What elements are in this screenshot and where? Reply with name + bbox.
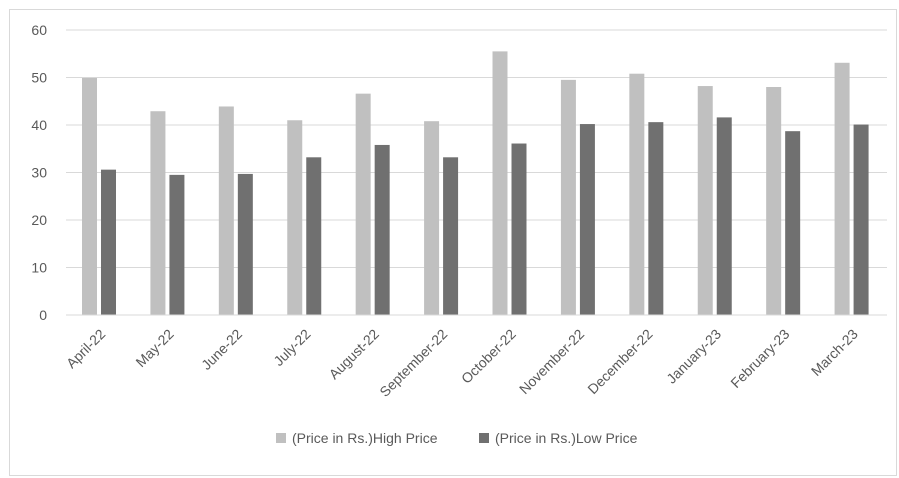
y-tick-label: 10	[31, 260, 47, 276]
x-tick-label: June-22	[198, 326, 245, 373]
bar-high-price	[834, 62, 850, 316]
bar-high-price	[150, 111, 166, 315]
bar-low-price	[169, 174, 185, 315]
bar-low-price	[511, 143, 527, 315]
x-tick-label: August-22	[326, 326, 383, 383]
bar-high-price	[697, 86, 713, 315]
x-tick-label: September-22	[376, 326, 450, 400]
x-tick-label: April-22	[63, 326, 109, 372]
bar-low-price	[785, 131, 801, 315]
y-tick-label: 20	[31, 212, 47, 228]
legend-label-low: (Price in Rs.)Low Price	[495, 430, 638, 446]
bar-low-price	[443, 157, 459, 315]
bar-high-price	[218, 106, 234, 315]
bar-high-price	[560, 79, 576, 315]
bar-high-price	[492, 51, 508, 315]
x-tick-label: October-22	[458, 326, 519, 387]
bar-low-price	[237, 173, 253, 315]
x-tick-label: November-22	[516, 326, 587, 397]
y-tick-label: 60	[31, 22, 47, 38]
y-tick-label: 0	[39, 307, 47, 323]
bar-low-price	[374, 144, 390, 315]
bar-high-price	[355, 93, 371, 316]
legend-swatch-low	[479, 433, 489, 443]
bar-low-price	[853, 124, 869, 316]
bar-low-price	[716, 117, 732, 316]
bar-high-price	[82, 77, 97, 315]
bar-high-price	[424, 121, 440, 315]
x-tick-label: March-23	[808, 326, 861, 379]
bar-high-price	[629, 73, 645, 315]
x-tick-label: February-23	[727, 326, 792, 391]
bar-low-price	[101, 169, 116, 315]
bar-low-price	[579, 124, 595, 315]
y-tick-label: 40	[31, 117, 47, 133]
legend-swatch-high	[276, 433, 286, 443]
bar-high-price	[766, 87, 782, 315]
x-tick-label: December-22	[584, 326, 655, 397]
x-tick-label: January-23	[663, 326, 724, 387]
x-tick-label: July-22	[270, 326, 313, 369]
y-tick-label: 30	[31, 165, 47, 181]
x-tick-label: May-22	[132, 326, 176, 370]
y-tick-label: 50	[31, 70, 47, 86]
bar-low-price	[306, 157, 322, 315]
legend-label-high: (Price in Rs.)High Price	[292, 430, 438, 446]
bar-low-price	[648, 122, 664, 316]
bar-high-price	[287, 120, 303, 315]
